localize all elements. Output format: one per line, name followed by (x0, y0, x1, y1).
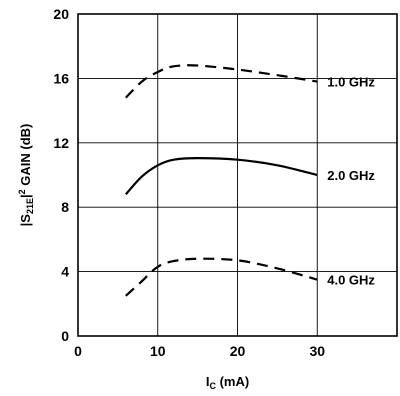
series-line-3 (125, 257, 318, 297)
y-tick-label: 16 (53, 70, 69, 86)
y-tick-label: 20 (53, 6, 69, 22)
x-tick-label: 30 (309, 343, 325, 359)
x-tick-label: 10 (150, 343, 166, 359)
series-label-2: 2.0 GHz (327, 168, 375, 183)
series-line-2 (124, 156, 318, 196)
plot-frame (77, 13, 398, 337)
x-tick-label: 0 (74, 343, 82, 359)
y-tick-label: 12 (53, 135, 69, 151)
series-line-1 (125, 64, 318, 99)
y-axis-title: |S21E|2 GAIN (dB) (17, 124, 35, 227)
x-axis-title: IC (mA) (206, 374, 249, 391)
y-tick-label: 0 (61, 328, 69, 344)
series-label-1: 1.0 GHz (327, 75, 375, 90)
y-tick-label: 4 (61, 264, 69, 280)
series-label-3: 4.0 GHz (327, 273, 375, 288)
x-tick-label: 20 (230, 343, 246, 359)
y-tick-label: 8 (61, 199, 69, 215)
grid-lines (78, 14, 397, 336)
series-group: 1.0 GHz 2.0 GHz 4.0 GHz (124, 64, 375, 297)
y-axis-ticks: 0 4 8 12 16 20 (53, 6, 69, 344)
x-axis-ticks: 0 10 20 30 (74, 343, 325, 359)
